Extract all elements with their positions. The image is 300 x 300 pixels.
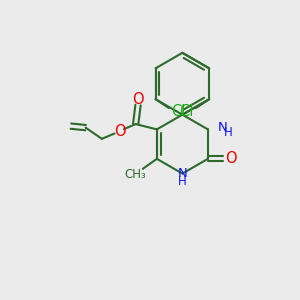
Text: O: O bbox=[225, 151, 236, 166]
Text: O: O bbox=[132, 92, 144, 106]
Text: CH₃: CH₃ bbox=[125, 168, 147, 181]
Text: N: N bbox=[217, 122, 227, 134]
Text: H: H bbox=[178, 175, 187, 188]
Text: O: O bbox=[114, 124, 125, 139]
Text: Cl: Cl bbox=[179, 104, 194, 119]
Text: H: H bbox=[224, 126, 233, 140]
Text: N: N bbox=[178, 167, 187, 180]
Text: Cl: Cl bbox=[171, 104, 186, 119]
